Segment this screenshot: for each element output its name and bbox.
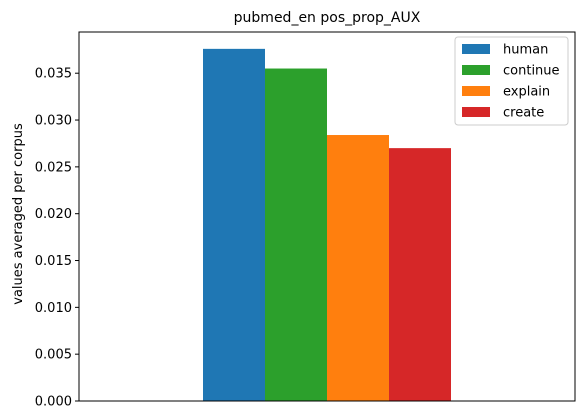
legend-swatch-human: [462, 44, 490, 54]
y-tick-label: 0.020: [35, 207, 72, 222]
legend-label-human: human: [503, 43, 548, 58]
y-tick-label: 0.005: [35, 348, 72, 363]
y-tick-label: 0.015: [35, 254, 72, 269]
bar-explain: [327, 135, 389, 401]
y-tick-label: 0.010: [35, 301, 72, 316]
bar-continue: [265, 68, 327, 401]
bar-human: [203, 48, 265, 401]
y-axis-label: values averaged per corpus: [11, 123, 26, 305]
legend-box: [454, 36, 569, 126]
legend-swatch-explain: [462, 86, 490, 96]
y-tick-label: 0.030: [35, 114, 72, 129]
y-tick-label: 0.025: [35, 160, 72, 175]
y-tick-label: 0.035: [35, 67, 72, 82]
chart-title: pubmed_en pos_prop_AUX: [234, 10, 421, 26]
legend-swatch-continue: [462, 65, 490, 75]
legend-swatch-create: [462, 107, 490, 117]
legend-label-create: create: [503, 106, 544, 121]
legend-label-continue: continue: [503, 64, 560, 79]
plot-frame: [78, 31, 576, 402]
bars-group: [203, 48, 451, 401]
legend: human continue explain create: [454, 36, 569, 126]
y-axis: 0.000 0.005 0.010 0.015 0.020 0.025 0.030 0.035: [35, 67, 79, 410]
y-tick-label: 0.000: [35, 395, 72, 410]
legend-label-explain: explain: [503, 85, 550, 100]
bar-create: [389, 148, 451, 401]
